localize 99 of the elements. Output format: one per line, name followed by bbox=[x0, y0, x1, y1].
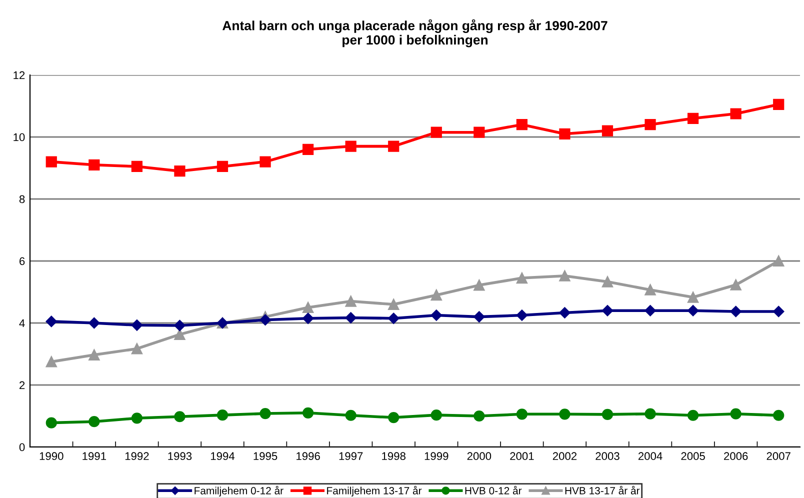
point bbox=[602, 408, 614, 420]
point bbox=[688, 292, 699, 303]
point bbox=[516, 310, 528, 321]
point bbox=[216, 160, 228, 172]
x-tick-label: 1999 bbox=[424, 452, 448, 460]
x-tick-label: 2002 bbox=[552, 452, 577, 460]
point bbox=[46, 156, 57, 168]
point bbox=[388, 298, 400, 310]
point bbox=[516, 119, 528, 130]
point bbox=[602, 276, 614, 288]
legend-label: Familjehem 0-12 år bbox=[194, 486, 284, 496]
point bbox=[345, 410, 356, 421]
point bbox=[430, 310, 442, 321]
point bbox=[174, 320, 186, 332]
point bbox=[730, 408, 742, 420]
point bbox=[559, 408, 570, 420]
x-tick-label: 1995 bbox=[254, 452, 278, 460]
point bbox=[174, 166, 186, 177]
point bbox=[688, 410, 699, 421]
point bbox=[430, 126, 442, 138]
point bbox=[687, 304, 699, 316]
point bbox=[559, 270, 570, 282]
x-tick-label: 1991 bbox=[82, 452, 106, 460]
x-tick-label: 2004 bbox=[638, 452, 662, 460]
point bbox=[730, 279, 742, 290]
y-tick-label: 2 bbox=[20, 381, 25, 390]
point bbox=[88, 349, 100, 360]
point bbox=[174, 411, 186, 422]
point bbox=[131, 320, 143, 331]
point bbox=[730, 108, 742, 120]
point bbox=[388, 412, 400, 424]
x-tick-label: 2003 bbox=[596, 452, 620, 460]
point bbox=[131, 160, 142, 172]
point bbox=[644, 304, 656, 316]
point bbox=[773, 410, 784, 421]
y-tick-label: 0 bbox=[19, 443, 25, 452]
x-tick-label: 1996 bbox=[296, 452, 320, 460]
y-tick-label: 6 bbox=[20, 257, 25, 266]
x-tick-label: 1993 bbox=[168, 452, 192, 460]
point bbox=[46, 417, 57, 428]
point bbox=[430, 410, 442, 421]
x-tick-label: 2007 bbox=[766, 452, 790, 460]
legend-label: HVB 13-17 år år bbox=[565, 486, 640, 494]
y-tick-label: 8 bbox=[19, 195, 25, 204]
point bbox=[730, 306, 742, 318]
point bbox=[260, 156, 271, 168]
point bbox=[46, 316, 57, 328]
point bbox=[302, 407, 314, 418]
point bbox=[216, 410, 228, 421]
y-tick-label: 10 bbox=[14, 133, 25, 142]
point bbox=[559, 128, 570, 140]
y-tick-label: 4 bbox=[19, 319, 25, 328]
x-tick-label: 1992 bbox=[125, 452, 149, 460]
point bbox=[302, 302, 314, 314]
point bbox=[644, 408, 656, 420]
point bbox=[474, 410, 485, 422]
point bbox=[474, 280, 485, 291]
point bbox=[644, 284, 656, 296]
x-tick-label: 2005 bbox=[681, 452, 705, 460]
x-tick-label: 1998 bbox=[382, 452, 406, 460]
point bbox=[260, 408, 271, 420]
point bbox=[88, 416, 100, 428]
x-tick-label: 1994 bbox=[210, 452, 235, 460]
point bbox=[688, 112, 699, 124]
x-tick-label: 2006 bbox=[724, 452, 748, 460]
point bbox=[388, 312, 400, 324]
point bbox=[474, 311, 485, 322]
point bbox=[602, 125, 614, 136]
point bbox=[46, 356, 57, 368]
point bbox=[345, 312, 356, 324]
y-tick-label: 12 bbox=[14, 71, 25, 80]
point bbox=[644, 119, 656, 130]
x-tick-label: 2000 bbox=[467, 452, 492, 460]
x-tick-label: 2001 bbox=[510, 452, 534, 460]
point bbox=[773, 306, 784, 318]
point bbox=[131, 343, 142, 354]
chart-title: Antal barn och unga placerade någon gång resp år 1990-2007 per 1000 i befolkningen bbox=[222, 19, 608, 48]
point bbox=[302, 144, 314, 155]
legend-label: HVB 0-12 år bbox=[465, 486, 522, 494]
point bbox=[773, 98, 784, 110]
point bbox=[174, 328, 186, 340]
point bbox=[773, 255, 784, 267]
point bbox=[260, 314, 271, 326]
point bbox=[474, 126, 485, 138]
point bbox=[88, 317, 100, 329]
point bbox=[88, 159, 100, 170]
point bbox=[559, 307, 570, 318]
point bbox=[302, 312, 314, 324]
legend-label: Familjehem 13-17 år bbox=[327, 486, 422, 496]
point bbox=[430, 290, 442, 301]
point bbox=[345, 296, 356, 307]
point bbox=[345, 140, 356, 152]
point bbox=[516, 272, 528, 284]
x-tick-label: 1990 bbox=[40, 452, 64, 460]
point bbox=[602, 304, 614, 316]
point bbox=[131, 412, 142, 424]
point bbox=[388, 140, 400, 152]
point bbox=[516, 408, 528, 420]
x-tick-label: 1997 bbox=[339, 452, 363, 460]
